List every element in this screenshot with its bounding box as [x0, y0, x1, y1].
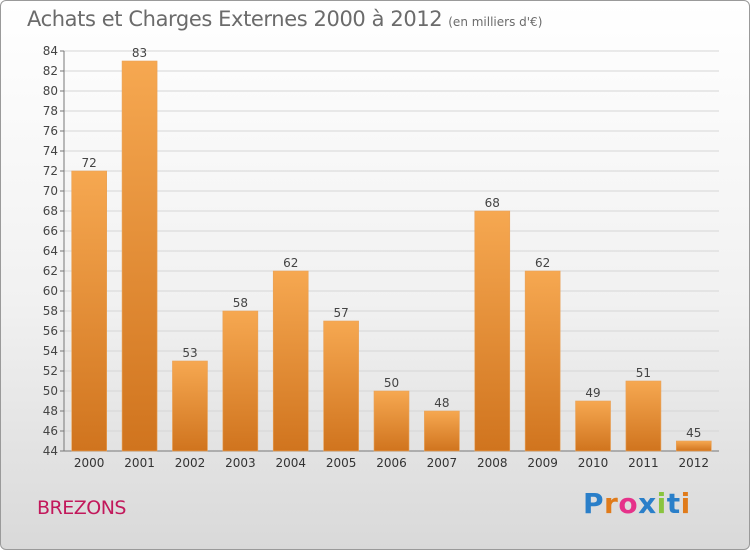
x-tick-label: 2000 [74, 456, 105, 470]
x-tick-label: 2010 [578, 456, 609, 470]
bars [71, 60, 712, 452]
data-label: 49 [585, 386, 600, 400]
bar [676, 440, 712, 452]
x-tick-labels: 2000 2001 2002 2003 2004 2005 2006 2007 2008 2009… [74, 456, 709, 470]
x-tick-label: 2009 [527, 456, 558, 470]
y-tick-label: 76 [43, 124, 58, 138]
y-tick-label: 60 [43, 284, 58, 298]
y-tick-label: 68 [43, 204, 58, 218]
x-tick-label: 2004 [275, 456, 306, 470]
bar [424, 410, 460, 452]
y-tick-label: 58 [43, 304, 58, 318]
data-label: 62 [535, 256, 550, 270]
logo-letter: o [618, 487, 639, 520]
logo-letter: t [666, 487, 681, 520]
y-tick-label: 50 [43, 384, 58, 398]
x-tick-label: 2002 [175, 456, 206, 470]
data-label: 68 [485, 196, 500, 210]
y-tick-label: 44 [43, 444, 58, 458]
data-label: 72 [82, 156, 97, 170]
bar [71, 170, 107, 452]
y-tick-label: 84 [43, 44, 58, 58]
y-tick-label: 52 [43, 364, 58, 378]
y-tick-label: 54 [43, 344, 58, 358]
logo-letter: i [680, 487, 691, 520]
bar [575, 400, 611, 452]
y-tick-labels: 44 46 48 50 52 54 56 58 60 62 64 66 68 70 72 74 76 78 80 82… [43, 44, 58, 458]
chart-subtitle: (en milliers d'€) [448, 15, 543, 29]
y-tick-label: 82 [43, 64, 58, 78]
y-tick-label: 48 [43, 404, 58, 418]
data-label: 48 [434, 396, 449, 410]
logo-letter: i [656, 487, 667, 520]
logo-letter: r [604, 487, 619, 520]
x-tick-label: 2012 [679, 456, 710, 470]
logo-letter: P [583, 487, 605, 520]
proxiti-logo: Proxiti [583, 487, 691, 520]
logo-letter: x [638, 487, 657, 520]
x-tick-label: 2006 [376, 456, 407, 470]
y-tick-label: 62 [43, 264, 58, 278]
data-label: 50 [384, 376, 399, 390]
bar [323, 320, 359, 452]
bar [172, 360, 208, 452]
commune-name: BREZONS [37, 497, 127, 519]
bar [524, 270, 561, 452]
value-labels: 72 83 53 58 62 57 50 48 68 62 49 51 45 [82, 46, 702, 440]
y-tick-label: 72 [43, 164, 58, 178]
data-label: 45 [686, 426, 701, 440]
y-tick-label: 80 [43, 84, 58, 98]
chart-title: Achats et Charges Externes 2000 à 2012 [27, 7, 443, 31]
x-tick-label: 2007 [427, 456, 458, 470]
y-tick-label: 74 [43, 144, 58, 158]
bar [625, 380, 662, 452]
y-tick-label: 56 [43, 324, 58, 338]
x-tick-label: 2001 [124, 456, 155, 470]
chart-title-block: Achats et Charges Externes 2000 à 2012 (e… [27, 7, 542, 31]
data-label: 51 [636, 366, 651, 380]
bar [272, 270, 309, 452]
bar [222, 310, 259, 452]
bar [121, 60, 158, 452]
y-tick-label: 78 [43, 104, 58, 118]
y-tick-label: 70 [43, 184, 58, 198]
y-tick-label: 66 [43, 224, 58, 238]
y-tick-label: 46 [43, 424, 58, 438]
data-label: 83 [132, 46, 147, 60]
data-label: 58 [233, 296, 248, 310]
y-tick-label: 64 [43, 244, 58, 258]
data-label: 62 [283, 256, 298, 270]
x-tick-label: 2011 [628, 456, 659, 470]
x-tick-label: 2005 [326, 456, 357, 470]
bar [474, 210, 511, 452]
data-label: 57 [333, 306, 348, 320]
x-tick-label: 2003 [225, 456, 256, 470]
x-tick-label: 2008 [477, 456, 508, 470]
bar [373, 390, 410, 452]
data-label: 53 [182, 346, 197, 360]
